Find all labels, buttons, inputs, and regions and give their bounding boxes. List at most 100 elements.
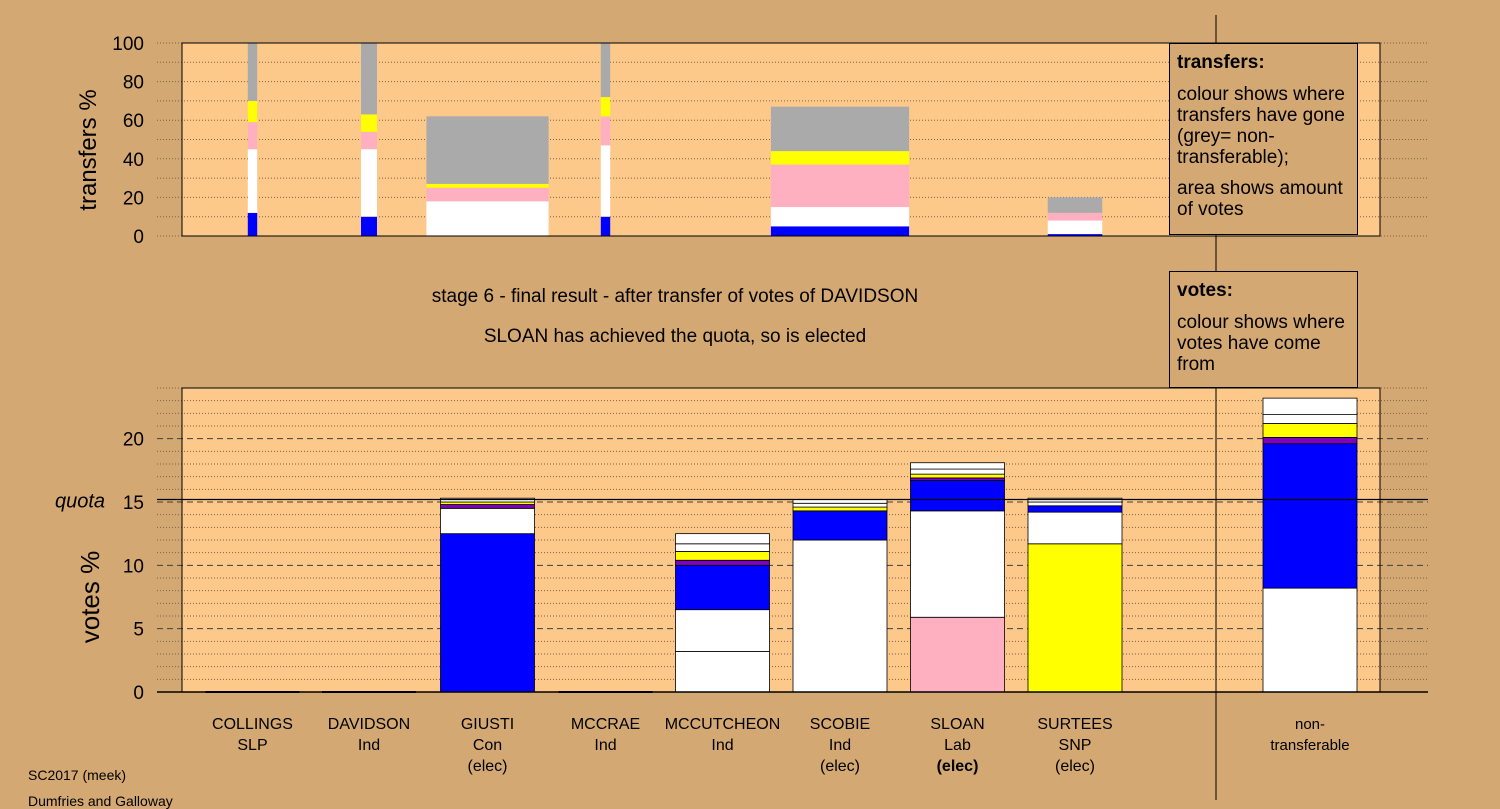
vote-segment [440,507,535,535]
vote-segment [675,609,770,652]
footer-election: SC2017 (meek) [28,767,127,783]
candidate-name: DAVIDSON [328,716,410,733]
transfers-tick-label: 100 [112,34,144,55]
candidate-party: Lab [944,737,971,754]
votes-tick-label: 10 [123,556,144,577]
transfer-segment [247,43,258,101]
transfer-segment [361,43,377,115]
candidate-name: GIUSTI [461,716,514,733]
vote-segment [1262,397,1358,415]
transfer-segment [1047,197,1103,213]
candidate-party: SLP [237,737,267,754]
candidate-party: Con [473,737,502,754]
vote-segment [1027,543,1123,693]
vote-segment [792,510,888,541]
votes-legend-title: votes: [1177,280,1233,301]
candidate-party: Ind [358,737,380,754]
candidate-name: SURTEES [1037,716,1112,733]
vote-segment [1262,587,1358,693]
votes-tick-label: 0 [133,683,144,704]
candidate-party: Ind [594,737,616,754]
transfers-tick-label: 40 [123,150,144,171]
candidate-name: non- [1295,716,1325,733]
transfers-tick-label: 80 [123,73,144,94]
vote-segment [910,462,1005,470]
transfer-segment [600,216,611,236]
transfer-segment [1047,220,1103,235]
vote-segment [792,539,888,693]
transfers-axis-title: transfers % [75,89,102,210]
vote-segment [910,473,1005,479]
transfer-segment [361,149,377,217]
candidate-status: (elec) [467,758,507,775]
candidate-party: SNP [1059,737,1092,754]
vote-segment [675,564,770,611]
votes-tick-label: 5 [133,620,144,641]
result-caption: SLOAN has achieved the quota, so is elec… [483,326,867,347]
transfers-tick-label: 20 [123,188,144,209]
candidate-party: transferable [1270,737,1349,754]
candidate-name: SLOAN [930,716,984,733]
transfers-tick-label: 0 [133,227,144,248]
transfer-segment [426,183,549,188]
vote-segment [675,551,770,561]
vote-segment [440,533,535,693]
candidate-party: Ind [711,737,733,754]
vote-segment [792,502,888,508]
transfer-segment [247,149,258,213]
stage-caption: stage 6 - final result - after transfer … [431,286,919,307]
transfers-legend-title: transfers: [1177,52,1265,73]
candidate-name: SCOBIE [810,716,870,733]
candidate-name: MCCUTCHEON [665,716,781,733]
transfer-segment [247,212,258,236]
vote-segment [675,533,770,545]
votes-legend-line1: colour shows where votes have come from [1177,312,1345,375]
candidate-status: (elec) [820,758,860,775]
transfer-segment [247,100,258,123]
transfer-segment [426,201,549,236]
transfers-legend: transfers: colour shows where transfers … [1169,43,1358,235]
candidate-party: Ind [829,737,851,754]
vote-segment [1027,511,1123,545]
transfers-tick-label: 60 [123,111,144,132]
votes-legend: votes: colour shows where votes have com… [1169,271,1358,388]
transfer-segment [361,131,377,150]
vote-segment [1262,423,1358,438]
transfers-legend-line2: area shows amount of votes [1177,178,1343,220]
transfer-segment [770,207,910,227]
votes-tick-label: 20 [123,430,144,451]
vote-segment [1262,436,1358,445]
transfer-segment [600,116,611,146]
candidate-name: COLLINGS [212,716,293,733]
votes-tick-label: 15 [123,493,144,514]
transfer-segment [361,114,377,132]
transfer-segment [600,43,611,98]
transfer-segment [770,106,910,152]
transfer-segment [426,116,549,184]
vote-segment [675,651,770,693]
transfer-segment [770,151,910,165]
transfer-segment [1047,212,1103,221]
transfer-segment [1047,234,1103,236]
transfer-segment [426,187,549,202]
vote-segment [910,616,1005,693]
vote-segment [792,506,888,512]
vote-segment [910,480,1005,512]
vote-segment [910,468,1005,475]
transfer-segment [247,122,258,150]
candidate-name: MCCRAE [571,716,640,733]
candidate-status: (elec) [937,758,979,775]
transfer-segment [770,164,910,208]
vote-segment [440,504,535,509]
vote-segment [675,559,770,566]
candidate-status: (elec) [1055,758,1095,775]
transfer-segment [600,97,611,117]
vote-segment [910,510,1005,618]
transfer-segment [600,145,611,217]
transfers-legend-line1: colour shows where transfers have gone (… [1177,84,1345,168]
votes-axis-title: votes % [75,551,105,644]
vote-segment [675,543,770,552]
vote-segment [1262,414,1358,424]
vote-segment [1027,505,1123,513]
transfer-segment [770,226,910,236]
